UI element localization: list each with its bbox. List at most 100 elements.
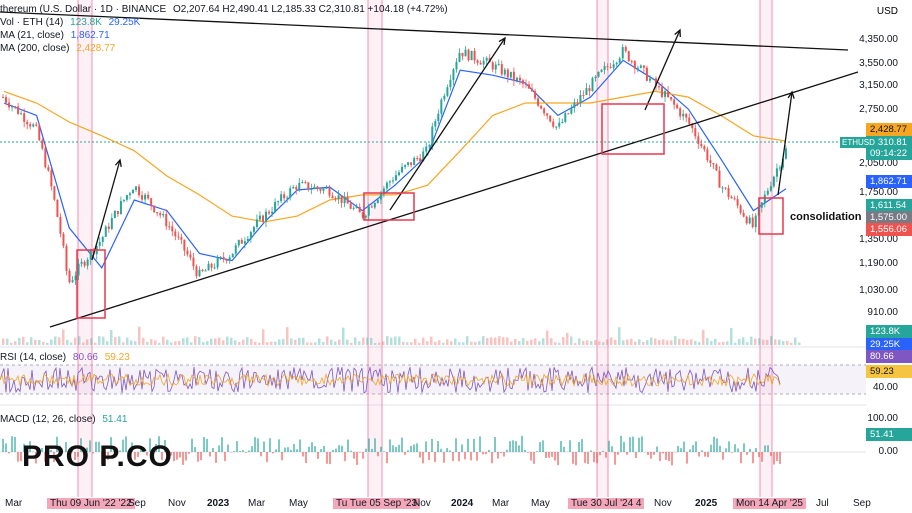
- volume-bar: [550, 338, 553, 345]
- candle-body: [104, 226, 107, 237]
- candle-body: [540, 105, 543, 109]
- macd-histogram-bar: [467, 438, 469, 452]
- ma21-value: 1,862.71: [70, 30, 110, 41]
- volume-bar: [202, 341, 205, 345]
- volume-bar: [114, 337, 117, 345]
- volume-bar: [254, 341, 257, 345]
- volume-bar: [610, 337, 613, 345]
- volume-bar: [618, 327, 621, 345]
- candle-body: [41, 140, 44, 149]
- volume-bar: [322, 342, 325, 345]
- macd-histogram-bar: [80, 438, 82, 452]
- candle-body: [265, 211, 268, 222]
- volume-bar: [574, 342, 577, 345]
- candle-body: [772, 176, 775, 187]
- candle-body: [29, 124, 32, 127]
- macd-histogram-bar: [185, 452, 187, 461]
- macd-histogram-bar: [35, 452, 37, 464]
- macd-histogram-bar: [422, 452, 424, 464]
- volume-bar: [670, 340, 673, 345]
- volume-bar: [598, 341, 601, 345]
- candle-body: [189, 254, 192, 258]
- candle-body: [651, 78, 654, 80]
- candle-body: [50, 170, 53, 187]
- macd-histogram-bar: [152, 452, 154, 455]
- candle-body: [322, 188, 325, 191]
- candle-body: [579, 95, 582, 104]
- candle-body: [204, 270, 207, 272]
- volume-bar: [458, 342, 461, 345]
- candle-body: [159, 213, 162, 216]
- macd-histogram-bar: [275, 449, 277, 452]
- candle-body: [648, 78, 651, 81]
- ma200-badge: 2,428.77: [866, 123, 912, 136]
- volume-bar: [558, 342, 561, 345]
- macd-histogram-bar: [329, 452, 331, 465]
- candle-body: [219, 256, 222, 259]
- volume-bar: [582, 340, 585, 345]
- volume-bar: [542, 338, 545, 345]
- macd-histogram-bar: [350, 450, 352, 452]
- macd-histogram-bar: [656, 446, 658, 452]
- volume-bar: [30, 337, 33, 345]
- candle-body: [434, 121, 437, 127]
- candle-body: [736, 199, 739, 206]
- macd-histogram-bar: [368, 438, 370, 452]
- candle-body: [784, 148, 787, 159]
- candle-body: [147, 194, 150, 199]
- candle-body: [715, 164, 718, 171]
- volume-bar: [274, 341, 277, 345]
- macd-histogram-bar: [710, 444, 712, 452]
- candle-body: [391, 180, 394, 182]
- candle-body: [388, 181, 391, 183]
- macd-histogram-bar: [305, 452, 307, 464]
- volume-bar: [662, 339, 665, 345]
- volume-bar: [526, 340, 529, 345]
- macd-histogram-bar: [560, 441, 562, 452]
- volume-bar: [778, 339, 781, 345]
- candle-body: [271, 211, 274, 214]
- price-badge-3: 1,556.06: [866, 223, 912, 236]
- macd-histogram-bar: [248, 450, 250, 452]
- candle-body: [255, 219, 258, 227]
- macd-histogram-bar: [548, 452, 550, 458]
- candle-body: [654, 78, 657, 87]
- macd-histogram-bar: [476, 452, 478, 461]
- macd-histogram-bar: [662, 452, 664, 454]
- candle-body: [62, 233, 65, 246]
- candle-body: [74, 275, 77, 281]
- volume-bar: [74, 337, 77, 345]
- candle-body: [549, 115, 552, 122]
- macd-histogram-bar: [587, 452, 589, 464]
- macd-histogram-bar: [536, 451, 538, 452]
- candle-body: [395, 175, 397, 181]
- candle-body: [600, 69, 603, 72]
- macd-histogram-bar: [551, 452, 553, 457]
- candle-body: [80, 261, 83, 264]
- candle-body: [5, 97, 8, 103]
- volume-bar: [186, 337, 189, 345]
- macd-histogram-bar: [374, 438, 376, 452]
- candle-body: [373, 202, 376, 208]
- candle-body: [685, 113, 688, 118]
- candle-body: [682, 113, 685, 117]
- candle-body: [667, 91, 670, 98]
- volume-bar: [270, 341, 273, 345]
- volume-bar: [86, 339, 89, 345]
- consolidation-box: [758, 197, 784, 235]
- volume-bar: [314, 342, 317, 345]
- date-label: 2023: [207, 498, 230, 509]
- candle-body: [316, 186, 319, 189]
- volume-bar: [562, 336, 565, 345]
- ma21-label: MA (21, close): [0, 30, 64, 41]
- volume-bar: [722, 341, 725, 345]
- candle-body: [449, 79, 452, 88]
- ma200-legend: MA (200, close) 2,428.77: [0, 43, 119, 55]
- macd-histogram-bar: [365, 448, 367, 452]
- macd-histogram-bar: [524, 449, 526, 452]
- ma200-label: MA (200, close): [0, 43, 70, 54]
- macd-histogram-bar: [347, 439, 349, 452]
- macd-histogram-bar: [665, 452, 667, 460]
- macd-histogram-bar: [398, 444, 400, 452]
